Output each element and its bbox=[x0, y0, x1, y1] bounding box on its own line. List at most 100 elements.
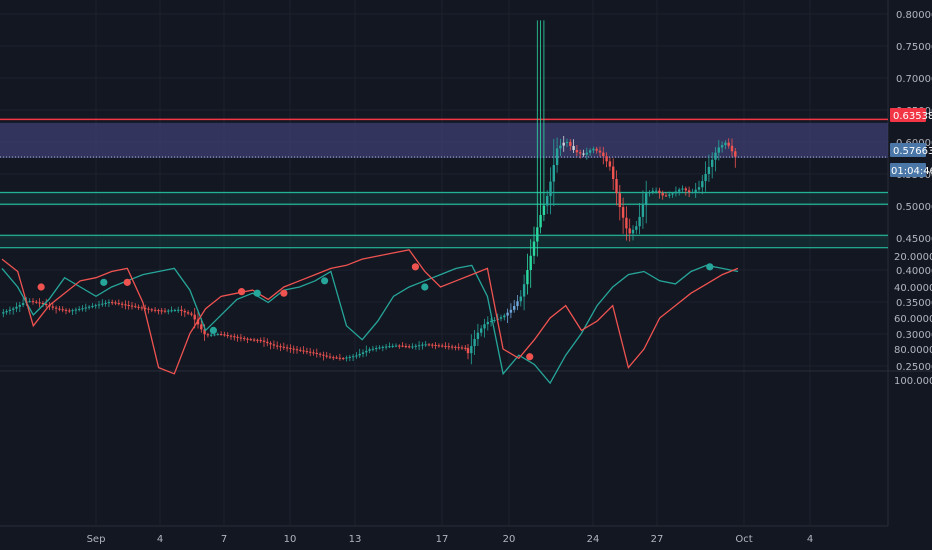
candle-body-180 bbox=[592, 148, 595, 151]
candle-body-107 bbox=[351, 356, 355, 358]
candle-body-81 bbox=[266, 341, 269, 344]
candle-body-40 bbox=[130, 305, 134, 307]
candle-body-201 bbox=[661, 193, 664, 196]
oscillator-pane bbox=[1, 249, 739, 385]
candle-body-36 bbox=[117, 303, 120, 305]
cross-point-10 bbox=[526, 353, 534, 361]
candle-body-55 bbox=[180, 309, 183, 312]
candle-body-23 bbox=[74, 309, 78, 311]
time-tick-label-3: 10 bbox=[284, 534, 297, 545]
overlays bbox=[0, 118, 888, 249]
candle-body-117 bbox=[384, 346, 388, 348]
candle-body-53 bbox=[173, 309, 177, 311]
cross-point-0 bbox=[37, 283, 45, 291]
candle-body-183 bbox=[602, 152, 605, 157]
candle-body-148 bbox=[486, 321, 489, 325]
candle-body-134 bbox=[441, 345, 444, 347]
candle-body-169 bbox=[555, 148, 559, 165]
osc-tick-label-0: 100.0000 bbox=[894, 376, 932, 387]
time-tick-label-8: 27 bbox=[651, 534, 664, 545]
candle-body-218 bbox=[717, 147, 720, 153]
candle-body-197 bbox=[648, 192, 651, 194]
price-tick-label-11: 0.25000 bbox=[896, 362, 932, 373]
candle-body-189 bbox=[621, 207, 625, 218]
candle-body-51 bbox=[167, 310, 170, 312]
candle-body-96 bbox=[315, 352, 318, 354]
candle-body-140 bbox=[460, 347, 464, 349]
candle-body-30 bbox=[97, 304, 101, 306]
candle-body-176 bbox=[579, 152, 582, 154]
cross-point-11 bbox=[706, 263, 714, 271]
time-tick-label-1: 4 bbox=[157, 534, 163, 545]
candle-body-193 bbox=[635, 226, 638, 230]
candle-body-216 bbox=[711, 159, 714, 167]
candle-body-73 bbox=[239, 337, 243, 339]
resistance-zone bbox=[0, 122, 888, 158]
candle-body-84 bbox=[276, 345, 279, 347]
candle-body-35 bbox=[114, 302, 117, 304]
candle-body-45 bbox=[147, 308, 150, 310]
candle-body-48 bbox=[157, 310, 160, 312]
candle-body-147 bbox=[483, 324, 486, 329]
candle-body-109 bbox=[358, 353, 361, 356]
time-tick-label-4: 13 bbox=[349, 534, 362, 545]
candle-body-1 bbox=[2, 312, 5, 314]
candle-body-102 bbox=[335, 357, 338, 359]
candle-body-194 bbox=[638, 216, 641, 227]
candle-body-98 bbox=[322, 354, 325, 356]
candle-body-130 bbox=[427, 344, 431, 346]
candle-body-139 bbox=[457, 347, 460, 349]
candle-body-209 bbox=[687, 190, 691, 193]
candle-body-19 bbox=[61, 309, 64, 311]
candle-body-62 bbox=[203, 329, 206, 335]
candle-body-18 bbox=[58, 308, 61, 310]
candle-body-74 bbox=[243, 338, 246, 340]
candle-body-143 bbox=[470, 346, 473, 354]
candle-body-132 bbox=[434, 344, 437, 346]
cross-point-6 bbox=[280, 289, 288, 297]
candle-body-138 bbox=[454, 346, 457, 348]
grid bbox=[0, 0, 932, 527]
candle-body-56 bbox=[183, 311, 186, 313]
candle-body-163 bbox=[536, 227, 539, 242]
candle-body-142 bbox=[466, 348, 470, 354]
candle-body-44 bbox=[144, 308, 147, 310]
candle-body-154 bbox=[506, 312, 509, 316]
candle-body-42 bbox=[137, 306, 140, 308]
candle-body-128 bbox=[421, 344, 424, 346]
time-tick-label-7: 24 bbox=[587, 534, 600, 545]
candle-body-94 bbox=[309, 351, 312, 353]
candle-body-90 bbox=[295, 349, 299, 351]
osc-tick-label-2: 60.0000 bbox=[894, 314, 932, 325]
candle-body-76 bbox=[249, 339, 252, 341]
candle-body-214 bbox=[704, 174, 707, 182]
candle-body-31 bbox=[101, 303, 104, 305]
candle-body-105 bbox=[345, 357, 348, 359]
candle-body-39 bbox=[127, 304, 130, 306]
candle-body-70 bbox=[229, 335, 233, 337]
candle-body-161 bbox=[529, 255, 532, 270]
candle-body-50 bbox=[163, 310, 167, 312]
candle-body-7 bbox=[21, 303, 25, 305]
candle-body-33 bbox=[107, 302, 111, 304]
candle-body-203 bbox=[668, 194, 671, 196]
current-price-label: 0.57663 bbox=[893, 146, 932, 157]
candle-body-144 bbox=[473, 338, 476, 347]
candle-body-121 bbox=[398, 345, 401, 347]
candle-body-210 bbox=[691, 192, 694, 194]
osc-tick-label-1: 80.0000 bbox=[894, 345, 932, 356]
candle-body-118 bbox=[388, 346, 391, 348]
candle-body-181 bbox=[595, 148, 598, 151]
candle-body-68 bbox=[223, 334, 226, 336]
candle-body-66 bbox=[216, 334, 219, 336]
candle-body-63 bbox=[206, 334, 210, 336]
candle-body-150 bbox=[493, 320, 496, 322]
candle-body-164 bbox=[539, 215, 542, 228]
candle-body-57 bbox=[186, 312, 190, 314]
candle-body-152 bbox=[499, 317, 503, 319]
cross-point-4 bbox=[237, 288, 246, 296]
